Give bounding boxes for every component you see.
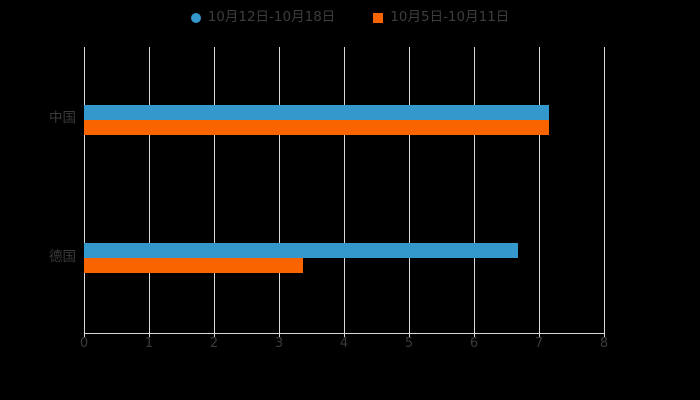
x-tick-8 <box>604 333 605 337</box>
legend-entry-series-2[interactable]: 10月5日-10月11日 <box>373 11 509 25</box>
square-marker-icon <box>373 13 384 23</box>
y-axis-label-china: 中国 <box>49 110 76 126</box>
x-tick-label-2: 2 <box>209 336 219 351</box>
x-tick-4 <box>344 333 345 337</box>
legend-entry-series-1[interactable]: 10月12日-10月18日 <box>190 9 336 26</box>
gridline-4 <box>344 47 345 333</box>
x-tick-label-5: 5 <box>404 336 414 351</box>
x-tick-6 <box>474 333 475 337</box>
y-axis-labels: 中国 德国 <box>0 0 76 400</box>
bar-china-series-2[interactable] <box>84 120 549 135</box>
x-tick-label-3: 3 <box>274 336 284 351</box>
gridline-5 <box>409 47 410 333</box>
x-tick-1 <box>149 333 150 337</box>
x-tick-7 <box>539 333 540 337</box>
gridline-3 <box>279 47 280 333</box>
gridline-1 <box>149 47 150 333</box>
x-tick-label-1: 1 <box>144 336 154 351</box>
x-tick-2 <box>214 333 215 337</box>
gridline-7 <box>539 47 540 333</box>
chart-legend: 10月12日-10月18日 10月5日-10月11日 <box>0 6 700 30</box>
gridline-2 <box>214 47 215 333</box>
bar-china-series-1[interactable] <box>84 105 549 120</box>
x-tick-label-7: 7 <box>534 336 544 351</box>
bar-germany-series-1[interactable] <box>84 243 519 258</box>
plot-area <box>84 47 605 333</box>
x-tick-label-8: 8 <box>599 336 609 351</box>
legend-label-series-1: 10月12日-10月18日 <box>207 9 336 26</box>
x-tick-label-0: 0 <box>79 336 89 351</box>
x-tick-label-6: 6 <box>469 336 479 351</box>
gridline-0 <box>84 47 85 333</box>
circle-marker-icon <box>190 13 201 23</box>
bar-germany-series-2[interactable] <box>84 258 304 273</box>
legend-label-series-2: 10月5日-10月11日 <box>390 9 510 26</box>
x-tick-label-4: 4 <box>339 336 349 351</box>
y-axis-label-germany: 德国 <box>49 249 76 265</box>
x-tick-3 <box>279 333 280 337</box>
x-tick-0 <box>84 333 85 337</box>
x-tick-5 <box>409 333 410 337</box>
gridline-6 <box>474 47 475 333</box>
gridline-8 <box>604 47 605 333</box>
